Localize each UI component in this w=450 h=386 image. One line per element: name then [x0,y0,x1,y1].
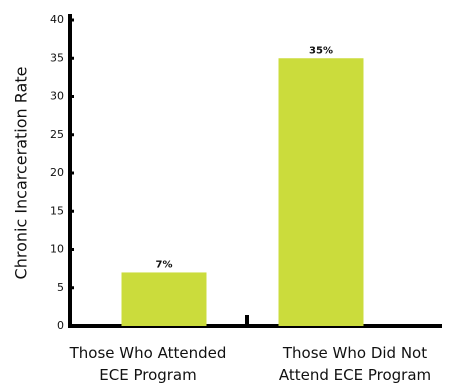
value-label: 35% [309,45,333,56]
y-tick-label: 30 [50,90,64,103]
y-axis-label: Chronic Incarceration Rate [12,67,31,280]
bar [278,58,364,326]
x-tick-label: Those Who Did Not Attend ECE Program [279,344,431,384]
y-tick-label: 35 [50,51,64,64]
bar [121,272,207,326]
y-tick-label: 0 [57,319,64,332]
y-tick-label: 5 [57,281,64,294]
y-tick-label: 40 [50,13,64,26]
y-tick-label: 15 [50,204,64,217]
y-tick-label: 25 [50,128,64,141]
value-label: 7% [156,259,173,270]
x-tick-label: Those Who Attended ECE Program [69,344,227,384]
y-tick-label: 10 [50,243,64,256]
y-tick-label: 20 [50,166,64,179]
